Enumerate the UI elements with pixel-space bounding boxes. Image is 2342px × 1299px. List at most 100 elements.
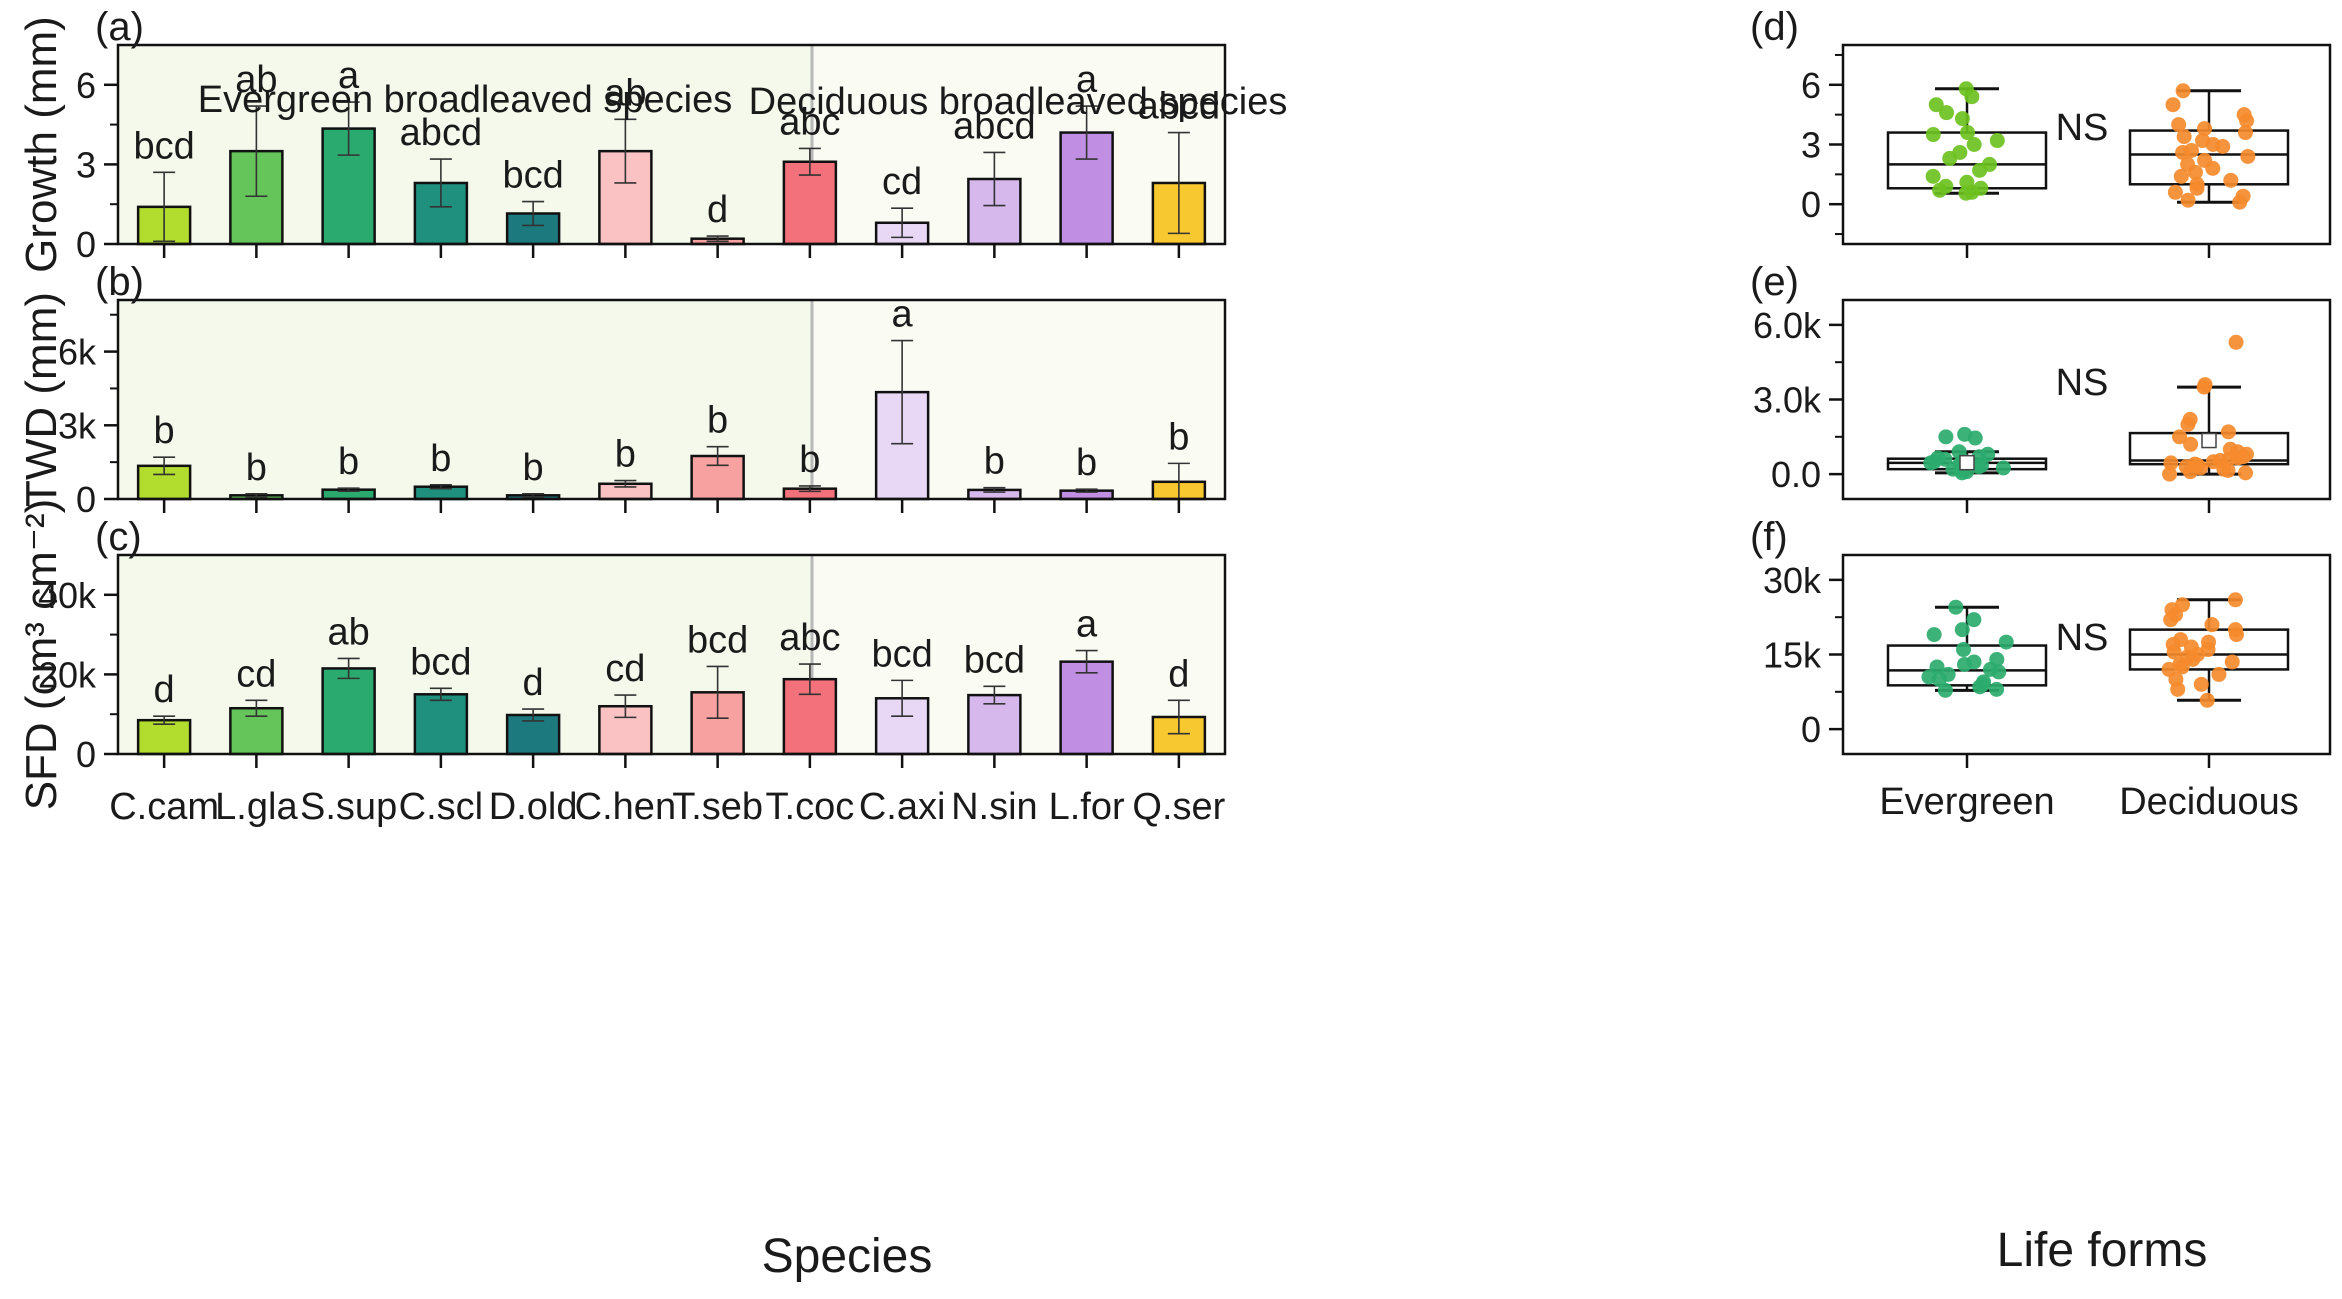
- ns-annotation: NS: [2056, 617, 2109, 659]
- data-point-Evergreen: [1971, 459, 1987, 475]
- significance-letter-D.old: bcd: [502, 155, 563, 197]
- data-point-Deciduous: [2189, 180, 2205, 196]
- x-tick-label-Evergreen: Evergreen: [1879, 781, 2054, 823]
- panel-frame: [1841, 298, 2332, 501]
- panel-label: (c): [95, 515, 142, 559]
- data-point-Evergreen: [1931, 671, 1947, 687]
- data-point-Deciduous: [2223, 172, 2239, 188]
- data-point-Deciduous: [2180, 192, 2196, 208]
- data-point-Deciduous: [2239, 113, 2255, 129]
- mean-marker-Evergreen: [1959, 454, 1975, 471]
- bar-S.sup: [321, 667, 376, 756]
- data-point-Deciduous: [2172, 429, 2188, 445]
- panel-label: (a): [95, 5, 144, 49]
- data-point-Deciduous: [2183, 436, 2199, 452]
- x-tick-label-L.for: L.for: [1049, 786, 1125, 828]
- significance-letter-T.seb: b: [707, 400, 728, 442]
- bar-N.sin: [967, 693, 1022, 756]
- data-point-Deciduous: [2220, 424, 2236, 440]
- data-point-Evergreen: [1932, 182, 1948, 198]
- data-point-Evergreen: [1991, 664, 2007, 680]
- data-point-Deciduous: [2182, 464, 2198, 480]
- significance-letter-C.axi: bcd: [871, 633, 932, 675]
- y-axis-title: SFD (cm³ cm⁻²): [17, 499, 66, 811]
- significance-letter-L.gla: ab: [235, 59, 277, 101]
- data-point-Deciduous: [2228, 627, 2244, 643]
- significance-letter-N.sin: bcd: [964, 639, 1025, 681]
- data-point-Evergreen: [1942, 150, 1958, 166]
- x-tick-label-Deciduous: Deciduous: [2119, 781, 2299, 823]
- bar-C.scl: [413, 693, 469, 756]
- x-tick-label-C.scl: C.scl: [399, 786, 483, 828]
- significance-letter-D.old: d: [523, 662, 544, 704]
- data-point-Deciduous: [2173, 168, 2189, 184]
- ns-annotation: NS: [2056, 107, 2109, 149]
- data-point-Deciduous: [2175, 83, 2191, 99]
- data-point-Deciduous: [2165, 97, 2181, 113]
- deciduous-background: [812, 300, 1225, 499]
- data-point-Evergreen: [1925, 168, 1941, 184]
- data-point-Deciduous: [2162, 466, 2178, 482]
- box-panel-1: 0 3 6(d) NS: [1750, 5, 2332, 258]
- data-point-Deciduous: [2163, 612, 2179, 628]
- data-point-Deciduous: [2205, 160, 2221, 176]
- mean-marker-Deciduous: [2201, 432, 2217, 449]
- bar-C.cam: [136, 718, 192, 756]
- y-tick-label: 0: [76, 734, 96, 775]
- data-point-Evergreen: [1958, 185, 1974, 201]
- bar-panel-3: d C.cam cd L.gla ab S.sup bcd C.scl d D.old cd C.he…: [17, 499, 1227, 828]
- significance-letter-L.gla: cd: [236, 653, 276, 695]
- y-tick-label: 3k: [58, 405, 97, 446]
- y-tick-label: 6: [76, 65, 96, 106]
- significance-letter-S.sup: a: [338, 55, 360, 97]
- x-tick-label-Q.ser: Q.ser: [1132, 786, 1225, 828]
- data-point-Evergreen: [1929, 659, 1945, 675]
- data-point-Evergreen: [1956, 642, 1972, 658]
- data-point-Evergreen: [1972, 679, 1988, 695]
- data-point-Deciduous: [2171, 117, 2187, 133]
- data-point-Evergreen: [1954, 622, 1970, 638]
- significance-letter-T.coc: abc: [779, 617, 840, 659]
- significance-letter-C.cam: d: [154, 669, 175, 711]
- significance-letter-N.sin: b: [984, 441, 1005, 483]
- panel-frame: [116, 43, 1227, 246]
- box-panel-2: 0.0 3.0k 6.0k(e) NS: [1750, 260, 2332, 513]
- y-tick-label: 30k: [1763, 560, 1822, 601]
- data-point-Deciduous: [2167, 184, 2183, 200]
- y-tick-label: 6k: [58, 332, 97, 373]
- significance-letter-C.hen: cd: [605, 648, 645, 690]
- data-point-Evergreen: [1966, 137, 1982, 152]
- significance-letter-C.scl: bcd: [410, 641, 471, 683]
- y-tick-label: 6.0k: [1753, 305, 1822, 346]
- ns-annotation: NS: [2056, 362, 2109, 404]
- y-axis-title: TWD (mm): [17, 292, 66, 507]
- significance-letter-C.cam: bcd: [133, 125, 194, 167]
- data-point-Evergreen: [1923, 455, 1939, 471]
- data-point-Evergreen: [1972, 162, 1988, 178]
- data-point-Deciduous: [2204, 617, 2220, 633]
- data-point-Deciduous: [2238, 465, 2254, 481]
- significance-letter-C.axi: a: [892, 294, 914, 336]
- data-point-Deciduous: [2176, 129, 2192, 145]
- significance-letter-C.cam: b: [154, 410, 175, 452]
- data-point-Evergreen: [1939, 105, 1955, 121]
- significance-letter-L.for: b: [1076, 442, 1097, 484]
- data-point-Evergreen: [1989, 133, 2005, 149]
- y-tick-label: 3: [76, 144, 96, 185]
- significance-letter-S.sup: ab: [327, 611, 369, 653]
- panel-frame: [116, 553, 1227, 756]
- significance-letter-D.old: b: [523, 447, 544, 489]
- significance-letter-T.coc: abc: [779, 101, 840, 143]
- significance-letter-L.gla: b: [246, 447, 267, 489]
- significance-letter-L.for: a: [1076, 59, 1098, 101]
- significance-letter-C.scl: b: [430, 438, 451, 480]
- box-panel-3: Evergreen Deciduous 0 15k 30k(f) NS: [1750, 515, 2332, 823]
- data-point-Evergreen: [1925, 127, 1941, 143]
- panel-label: (f): [1750, 515, 1788, 559]
- data-point-Evergreen: [1967, 430, 1983, 446]
- y-tick-label: 0: [76, 224, 96, 265]
- data-point-Evergreen: [1928, 97, 1944, 113]
- y-tick-label: 0: [1801, 184, 1821, 225]
